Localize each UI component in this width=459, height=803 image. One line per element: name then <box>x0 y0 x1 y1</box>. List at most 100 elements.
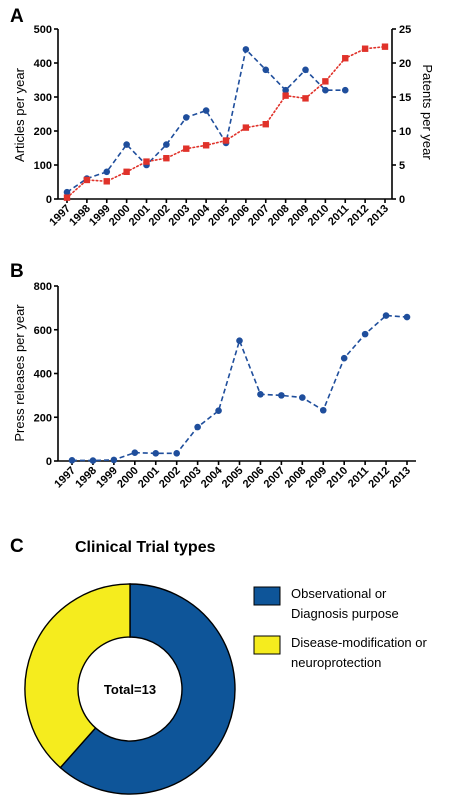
x-tick-label: 2005 <box>206 203 232 229</box>
series-0-point <box>68 457 76 464</box>
x-tick-label: 2004 <box>186 202 212 228</box>
legend-label-0: Diagnosis purpose <box>291 606 399 621</box>
y2-tick-label: 10 <box>399 126 411 138</box>
x-tick-label: 2006 <box>241 465 267 491</box>
series-0-point <box>194 423 201 431</box>
series-0-point <box>173 450 180 457</box>
series-1-point <box>163 155 170 162</box>
x-tick-label: 2011 <box>326 203 351 228</box>
x-tick-label: 1999 <box>87 203 113 229</box>
series-1-point <box>262 121 269 128</box>
series-1-point <box>123 168 130 175</box>
series-0-point <box>236 337 243 344</box>
series-0-point <box>202 107 210 114</box>
series-1-point <box>342 55 349 62</box>
x-tick-label: 2002 <box>157 465 183 491</box>
donut-slice-0 <box>59 583 236 795</box>
chart-c: Clinical Trial types Total=13 Observation… <box>24 539 428 795</box>
series-0-point <box>341 86 349 94</box>
x-tick-label: 2012 <box>366 465 392 491</box>
series-1-point <box>202 142 210 149</box>
series-1-point <box>322 78 329 85</box>
x-tick-label: 2009 <box>286 203 312 229</box>
x-tick-label: 2007 <box>246 203 272 229</box>
chart-b-ylabel: Press releases per year <box>12 304 27 442</box>
x-tick-label: 2013 <box>365 203 391 229</box>
series-0-point <box>89 457 97 464</box>
series-0-point <box>242 46 250 53</box>
x-tick-label: 2010 <box>306 203 332 229</box>
x-tick-label: 2008 <box>266 203 292 229</box>
y2-tick-label: 25 <box>399 24 411 36</box>
series-0-point <box>282 86 289 94</box>
y-tick-label: 300 <box>34 92 52 104</box>
series-0-point <box>382 312 390 319</box>
y-tick-label: 400 <box>34 369 52 381</box>
x-tick-label: 2009 <box>304 465 330 491</box>
series-0-point <box>215 407 222 414</box>
chart-a-ylabel: Articles per year <box>12 67 27 162</box>
y-tick-label: 200 <box>34 126 52 138</box>
x-tick-label: 2006 <box>226 203 252 229</box>
series-1-point <box>103 178 110 185</box>
legend-label-1: neuroprotection <box>291 655 381 670</box>
series-0-point <box>361 330 369 338</box>
x-tick-label: 2013 <box>387 465 413 491</box>
series-0-point <box>257 390 264 398</box>
y2-tick-label: 5 <box>399 160 405 172</box>
series-0-point <box>103 168 111 176</box>
donut-center-label: Total=13 <box>104 682 156 697</box>
x-tick-label: 1998 <box>67 203 93 229</box>
series-0-point <box>278 392 285 399</box>
x-tick-label: 2008 <box>283 465 309 491</box>
series-0-point <box>182 114 190 121</box>
y-tick-label: 800 <box>34 281 52 293</box>
series-0-point <box>123 141 130 148</box>
series-0-point <box>63 188 71 196</box>
series-0-point <box>340 354 348 362</box>
panel-label-a: A <box>10 6 24 27</box>
legend-label-0: Observational or <box>291 586 387 601</box>
series-1-point <box>282 92 289 99</box>
x-tick-label: 2003 <box>178 465 204 491</box>
y-tick-label: 100 <box>34 160 52 172</box>
series-0-point <box>322 86 329 94</box>
x-tick-label: 2012 <box>345 203 371 229</box>
chart-a-y2label: Patents per year <box>420 64 435 160</box>
x-tick-label: 2007 <box>262 465 288 491</box>
x-tick-label: 2001 <box>127 203 153 229</box>
chart-b: Press releases per year 0 200 400 600 800 199… <box>12 281 416 490</box>
x-tick-label: 2001 <box>136 465 162 491</box>
series-0-point <box>403 313 411 321</box>
y2-tick-label: 20 <box>399 58 411 70</box>
series-1-point <box>63 194 71 201</box>
y2-tick-label: 0 <box>399 194 405 206</box>
series-1-point <box>361 45 369 52</box>
chart-a: Articles per year Patents per year 01002… <box>12 24 435 228</box>
series-1-point <box>222 137 230 144</box>
x-tick-label: 2003 <box>167 203 193 229</box>
y-tick-label: 200 <box>34 412 52 424</box>
legend-label-1: Disease-modification or <box>291 635 428 650</box>
y2-tick-label: 15 <box>399 92 411 104</box>
y-tick-label: 0 <box>46 194 52 206</box>
x-tick-label: 2002 <box>147 203 173 229</box>
series-1-point <box>242 124 250 131</box>
y-tick-label: 0 <box>46 456 52 468</box>
series-0-point <box>152 450 160 457</box>
series-1-point <box>302 95 309 102</box>
x-tick-label: 1997 <box>47 203 73 229</box>
series-1-line <box>66 45 386 199</box>
donut-slice-1 <box>24 583 131 769</box>
series-0-point <box>299 394 306 401</box>
y-tick-label: 600 <box>34 325 52 337</box>
x-tick-label: 2010 <box>325 465 351 491</box>
chart-c-title: Clinical Trial types <box>75 539 216 556</box>
x-tick-label: 1998 <box>73 465 99 491</box>
x-tick-label: 2005 <box>220 465 246 491</box>
series-1-point <box>381 43 389 50</box>
y-tick-label: 500 <box>34 24 52 36</box>
series-1-point <box>143 158 150 165</box>
panel-label-c: C <box>10 536 24 557</box>
